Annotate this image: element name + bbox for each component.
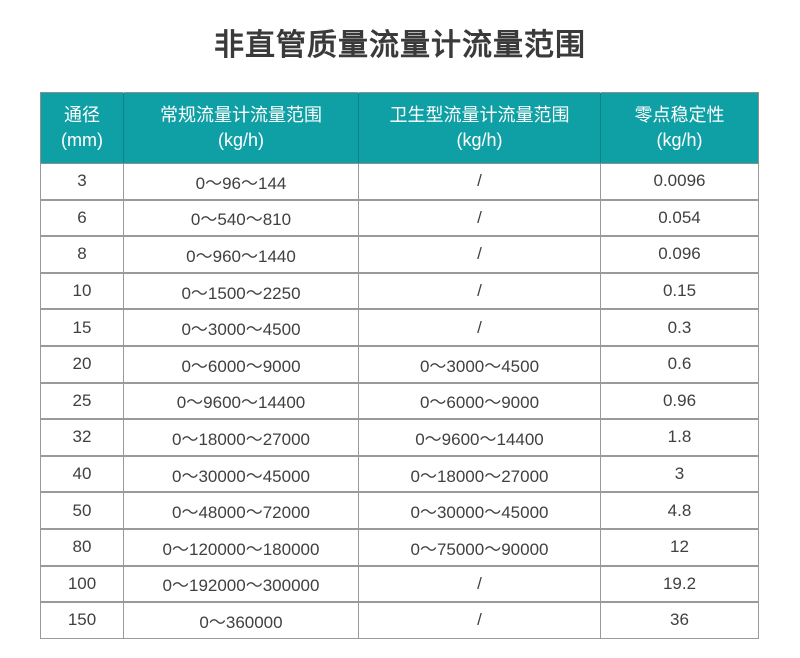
table-row: 100 0～192000～300000/19.2 xyxy=(40,564,759,603)
table-row: 32 0～18000～27000 0～9600～14400 1.8 xyxy=(40,418,759,457)
table-row: 40 0～30000～45000 0～18000～27000 3 xyxy=(40,454,759,493)
table-row: 3 0～96～144/0.0096 xyxy=(40,162,759,201)
table-cell: 0～48000～72000 xyxy=(123,491,359,530)
table-row: 8 0～960～1440/0.096 xyxy=(40,235,759,274)
column-header-standard-range: 常规流量计流量范围 (kg/h) xyxy=(123,92,359,164)
table-cell: 0～540～810 xyxy=(123,198,359,237)
table-cell: 4.8 xyxy=(600,491,759,530)
table-cell: / xyxy=(358,308,601,347)
table-cell: 0～30000～45000 xyxy=(358,491,601,530)
header-label: 通径 xyxy=(64,105,100,125)
column-header-diameter: 通径 (mm) xyxy=(40,92,124,164)
table-cell: / xyxy=(358,162,601,201)
header-label: 零点稳定性 xyxy=(634,105,725,125)
header-label: 卫生型流量计流量范围 xyxy=(389,105,570,125)
table-cell: 0.15 xyxy=(600,271,759,310)
header-unit: (kg/h) xyxy=(217,130,264,150)
table-cell: 0.3 xyxy=(600,308,759,347)
table-body: 3 0～96～144/0.0096 6 0～540～810/0.054 8 0～960～1… xyxy=(40,162,759,639)
table-cell: 0～18000～27000 xyxy=(123,418,359,457)
table-cell: 0～96～144 xyxy=(123,162,359,201)
table-cell: 0～18000～27000 xyxy=(358,454,601,493)
table-cell: 0～6000～9000 xyxy=(358,381,601,420)
table-cell: 150 xyxy=(40,601,124,639)
table-cell: 0～9600～14400 xyxy=(358,418,601,457)
table-cell: 10 xyxy=(40,271,124,310)
table-cell: 0～360000 xyxy=(123,601,359,639)
header-label: 常规流量计流量范围 xyxy=(160,105,322,125)
table-cell: 80 xyxy=(40,527,124,567)
table-cell: 40 xyxy=(40,454,124,493)
table-row: 150 0～360000/36 xyxy=(40,601,759,639)
table-cell: 100 xyxy=(40,564,124,603)
table-cell: 0～960～1440 xyxy=(123,235,359,274)
table-cell: 32 xyxy=(40,418,124,457)
table-cell: 0～3000～4500 xyxy=(358,344,601,384)
table-cell: 36 xyxy=(600,601,759,639)
table-cell: / xyxy=(358,198,601,237)
table-cell: 0.96 xyxy=(600,381,759,420)
table-row: 80 0～120000～180000 0～75000～90000 12 xyxy=(40,527,759,567)
flow-range-table: 通径 (mm) 常规流量计流量范围 (kg/h) 卫生型流量计流量范围 (kg/… xyxy=(40,92,759,639)
table-row: 50 0～48000～72000 0～30000～45000 4.8 xyxy=(40,491,759,530)
table-cell: 25 xyxy=(40,381,124,420)
table-cell: 0.096 xyxy=(600,235,759,274)
header-row: 通径 (mm) 常规流量计流量范围 (kg/h) 卫生型流量计流量范围 (kg/… xyxy=(40,92,759,164)
table-cell: 0.6 xyxy=(600,344,759,384)
table-cell: 3 xyxy=(600,454,759,493)
table-cell: 0～75000～90000 xyxy=(358,527,601,567)
header-unit: (mm) xyxy=(61,130,103,150)
table-cell: / xyxy=(358,564,601,603)
page-title: 非直管质量流量计流量范围 xyxy=(214,29,586,62)
table-cell: 12 xyxy=(600,527,759,567)
column-header-sanitary-range: 卫生型流量计流量范围 (kg/h) xyxy=(358,92,601,164)
table-row: 25 0～9600～14400 0～6000～9000 0.96 xyxy=(40,381,759,420)
table-header: 通径 (mm) 常规流量计流量范围 (kg/h) 卫生型流量计流量范围 (kg/… xyxy=(40,92,759,164)
table-cell: 0.0096 xyxy=(600,162,759,201)
table-cell: 6 xyxy=(40,198,124,237)
table-cell: 0～3000～4500 xyxy=(123,308,359,347)
table-row: 20 0～6000～9000 0～3000～4500 0.6 xyxy=(40,344,759,384)
table-cell: 0.054 xyxy=(600,198,759,237)
table-cell: 8 xyxy=(40,235,124,274)
table-row: 6 0～540～810/0.054 xyxy=(40,198,759,237)
table-cell: 50 xyxy=(40,491,124,530)
table-cell: 3 xyxy=(40,162,124,201)
table-cell: / xyxy=(358,235,601,274)
table-cell: 1.8 xyxy=(600,418,759,457)
table-cell: 0～192000～300000 xyxy=(123,564,359,603)
table-cell: 15 xyxy=(40,308,124,347)
table-cell: 19.2 xyxy=(600,564,759,603)
table-row: 10 0～1500～2250/0.15 xyxy=(40,271,759,310)
table-cell: 0～30000～45000 xyxy=(123,454,359,493)
column-header-zero-stability: 零点稳定性 (kg/h) xyxy=(600,92,759,164)
header-unit: (kg/h) xyxy=(656,130,703,150)
table-cell: 0～9600～14400 xyxy=(123,381,359,420)
table-cell: 0～120000～180000 xyxy=(123,527,359,567)
table-row: 15 0～3000～4500/0.3 xyxy=(40,308,759,347)
table-cell: 0～1500～2250 xyxy=(123,271,359,310)
table-cell: / xyxy=(358,601,601,639)
table-cell: / xyxy=(358,271,601,310)
table-cell: 20 xyxy=(40,344,124,384)
table-cell: 0～6000～9000 xyxy=(123,344,359,384)
header-unit: (kg/h) xyxy=(456,130,503,150)
